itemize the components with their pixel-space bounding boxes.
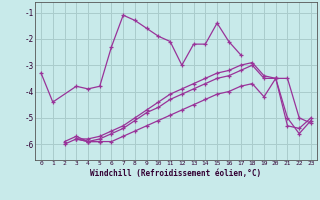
X-axis label: Windchill (Refroidissement éolien,°C): Windchill (Refroidissement éolien,°C) <box>91 169 261 178</box>
